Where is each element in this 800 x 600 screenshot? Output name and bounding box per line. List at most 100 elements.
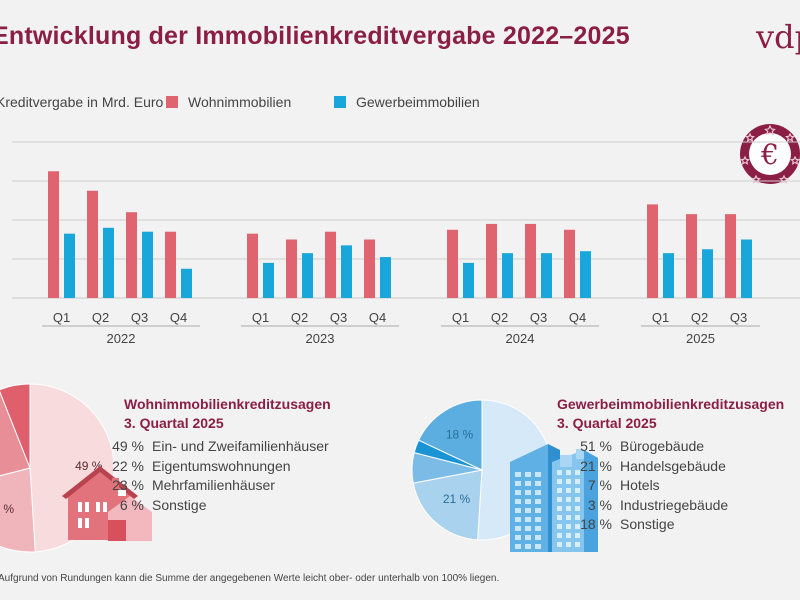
- gewerbe-pie-slice: [412, 469, 483, 541]
- bar-gewerbe: [64, 233, 75, 298]
- building-window: [525, 544, 531, 549]
- house-illustration: [85, 518, 89, 528]
- building-window: [557, 542, 562, 547]
- building-window: [525, 517, 531, 522]
- gewerbe-legend-row: 51 % Bürogebäude: [574, 437, 728, 457]
- bar-gewerbe: [263, 262, 274, 298]
- wohn-pie-title-line1: Wohnimmobilienkreditzusagen: [124, 396, 331, 412]
- building-window: [515, 472, 521, 477]
- building-window: [566, 533, 571, 538]
- building-window: [535, 544, 541, 549]
- office-building-illustration: [576, 449, 584, 459]
- x-tick-label: Q2: [691, 310, 708, 325]
- bar-gewerbe: [702, 249, 713, 298]
- legend-item-wohn: Wohnimmobilien: [166, 94, 291, 110]
- building-window: [535, 472, 541, 477]
- wohn-legend-pct: 22 %: [112, 457, 144, 474]
- bar-wohn: [647, 204, 658, 298]
- building-window: [566, 497, 571, 502]
- gewerbe-legend-pct: 7 %: [587, 477, 612, 493]
- building-window: [575, 479, 580, 484]
- building-window: [566, 542, 571, 547]
- house-illustration: [78, 502, 82, 512]
- chart-title: Entwicklung der Immobilienkreditvergabe …: [0, 22, 630, 50]
- bar-gewerbe: [103, 227, 114, 298]
- x-tick-label: Q1: [452, 310, 469, 325]
- wohn-legend-label: Sonstige: [152, 496, 207, 513]
- office-building-illustration: [510, 444, 548, 552]
- legend-item-gewerbe: Gewerbeimmobilien: [334, 94, 480, 110]
- building-window: [575, 488, 580, 493]
- building-window: [515, 508, 521, 513]
- wohn-legend-pct: 23 %: [112, 477, 144, 493]
- wohn-pie-legend: 49 % Ein- und Zweifamilienhäuser 22 % Eige…: [106, 437, 329, 515]
- building-window: [575, 524, 580, 529]
- house-illustration: [85, 502, 89, 512]
- building-window: [566, 506, 571, 511]
- bar-wohn: [525, 223, 536, 298]
- building-window: [557, 479, 562, 484]
- building-window: [535, 517, 541, 522]
- building-window: [535, 499, 541, 504]
- gewerbe-pie-label: 18 %: [446, 428, 474, 442]
- building-window: [525, 526, 531, 531]
- x-tick-label: Q2: [491, 310, 508, 325]
- building-window: [525, 481, 531, 486]
- building-window: [515, 499, 521, 504]
- x-tick-label: Q3: [330, 310, 347, 325]
- footnote: Aufgrund von Rundungen kann die Summe de…: [0, 573, 500, 584]
- building-window: [525, 499, 531, 504]
- building-window: [515, 535, 521, 540]
- house-illustration: [118, 490, 126, 496]
- building-window: [575, 506, 580, 511]
- x-tick-label: Q1: [652, 310, 669, 325]
- gewerbe-legend-row: 3 % Industriegebäude: [574, 496, 728, 516]
- building-window: [575, 542, 580, 547]
- bar-gewerbe: [580, 251, 591, 298]
- bar-wohn: [686, 214, 697, 298]
- building-window: [525, 535, 531, 540]
- building-window: [535, 490, 541, 495]
- x-tick-label: Q3: [730, 310, 747, 325]
- year-label: 2024: [506, 331, 535, 346]
- building-window: [525, 508, 531, 513]
- bar-wohn: [364, 239, 375, 298]
- bar-wohn: [725, 214, 736, 298]
- bar-gewerbe: [463, 262, 474, 298]
- gewerbe-legend-pct: 3 %: [587, 496, 612, 513]
- building-window: [557, 488, 562, 493]
- bar-wohn: [87, 190, 98, 298]
- building-window: [535, 481, 541, 486]
- building-window: [557, 533, 562, 538]
- bar-wohn: [486, 223, 497, 298]
- x-tick-label: Q4: [369, 310, 386, 325]
- building-window: [525, 490, 531, 495]
- wohn-legend-label: Ein- und Zweifamilienhäuser: [152, 438, 329, 454]
- building-window: [566, 479, 571, 484]
- building-window: [557, 470, 562, 475]
- legend-swatch-gewerbe: [334, 96, 346, 108]
- bar-gewerbe: [341, 245, 352, 298]
- wohn-pie-title: Wohnimmobilienkreditzusagen 3. Quartal 2…: [124, 395, 331, 433]
- bar-gewerbe: [380, 257, 391, 298]
- building-window: [557, 506, 562, 511]
- gewerbe-legend-label: Industriegebäude: [620, 496, 729, 513]
- bar-gewerbe: [302, 253, 313, 298]
- year-label: 2022: [107, 331, 136, 346]
- wohn-legend-label: Eigentumswohnungen: [152, 457, 291, 474]
- wohn-legend-row: 23 % Mehrfamilienhäuser: [106, 476, 329, 496]
- bar-gewerbe: [541, 253, 552, 298]
- svg-text:€: €: [760, 138, 779, 171]
- gewerbe-legend-label: Handelsgebäude: [620, 457, 726, 474]
- building-window: [535, 526, 541, 531]
- building-window: [515, 544, 521, 549]
- building-window: [515, 490, 521, 495]
- building-window: [515, 517, 521, 522]
- building-window: [566, 470, 571, 475]
- house-illustration: [112, 478, 119, 492]
- bar-wohn: [564, 229, 575, 298]
- wohn-legend-pct: 49 %: [112, 438, 144, 454]
- vdp-logo: vdp: [756, 18, 800, 56]
- office-building-illustration: [584, 450, 598, 552]
